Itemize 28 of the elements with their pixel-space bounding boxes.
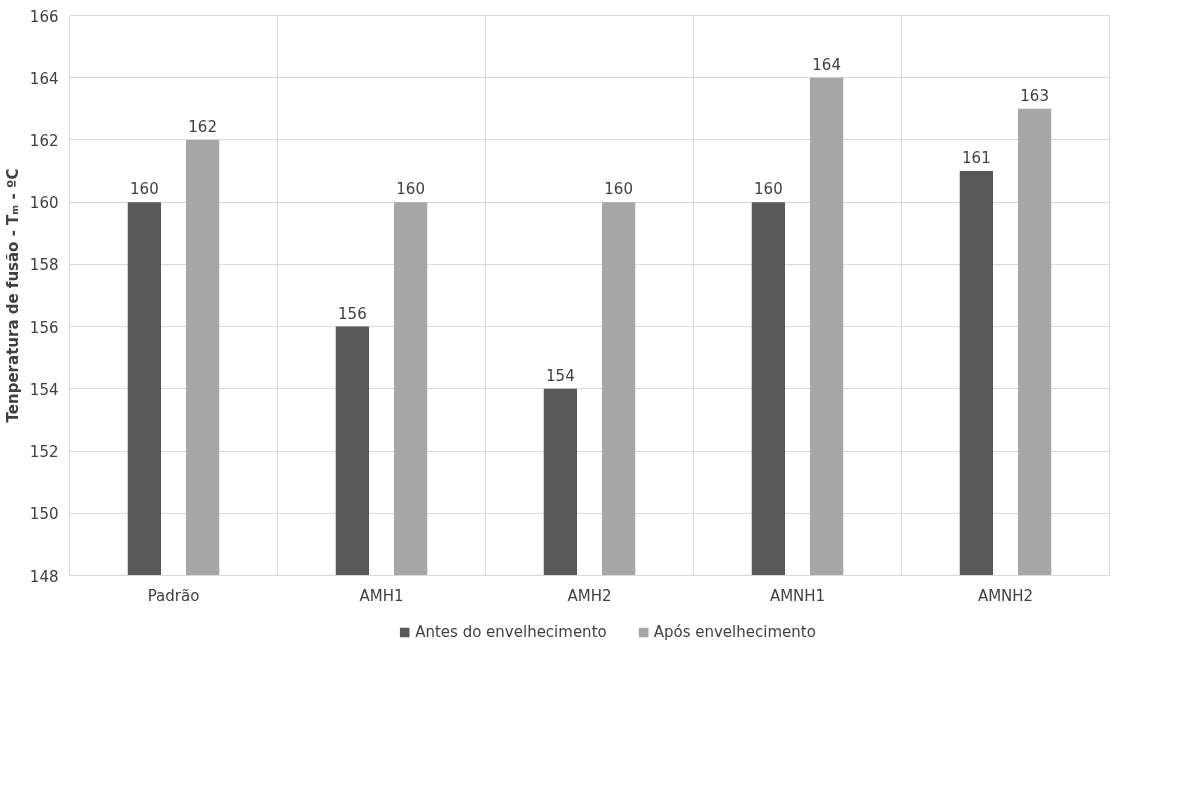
y-tick-label: 156 [29,318,59,337]
data-label: 160 [754,180,783,199]
data-label: 154 [546,366,575,385]
data-label: 160 [396,180,425,199]
data-label: 156 [338,304,367,323]
x-tick-label: AMH1 [359,586,404,605]
y-tick-label: 150 [29,505,59,524]
legend-label: Antes do envelhecimento [415,623,607,641]
data-label: 164 [812,55,841,74]
data-label: 160 [604,180,633,199]
x-tick-label: AMH2 [567,586,612,605]
y-tick-label: 162 [29,131,59,150]
x-tick-label: AMNH1 [769,586,826,605]
x-tick-label: Padrão [147,586,200,605]
data-label: 163 [1020,86,1049,105]
x-tick-label: AMNH2 [977,586,1034,605]
y-tick-label: 164 [29,69,59,88]
y-tick-label: 154 [29,380,59,399]
y-tick-label: 152 [29,443,59,462]
y-tick-label: 158 [29,256,59,275]
data-label: 160 [130,180,159,199]
y-tick-label: 160 [29,194,59,213]
y-tick-label: 166 [29,7,59,26]
legend-label: Após envelhecimento [653,623,816,641]
data-label: 161 [962,149,991,168]
y-axis-title: Tenperatura de fusão - Tₘ - ºC [3,168,22,423]
y-tick-label: 148 [29,567,59,586]
data-label: 162 [188,117,217,136]
